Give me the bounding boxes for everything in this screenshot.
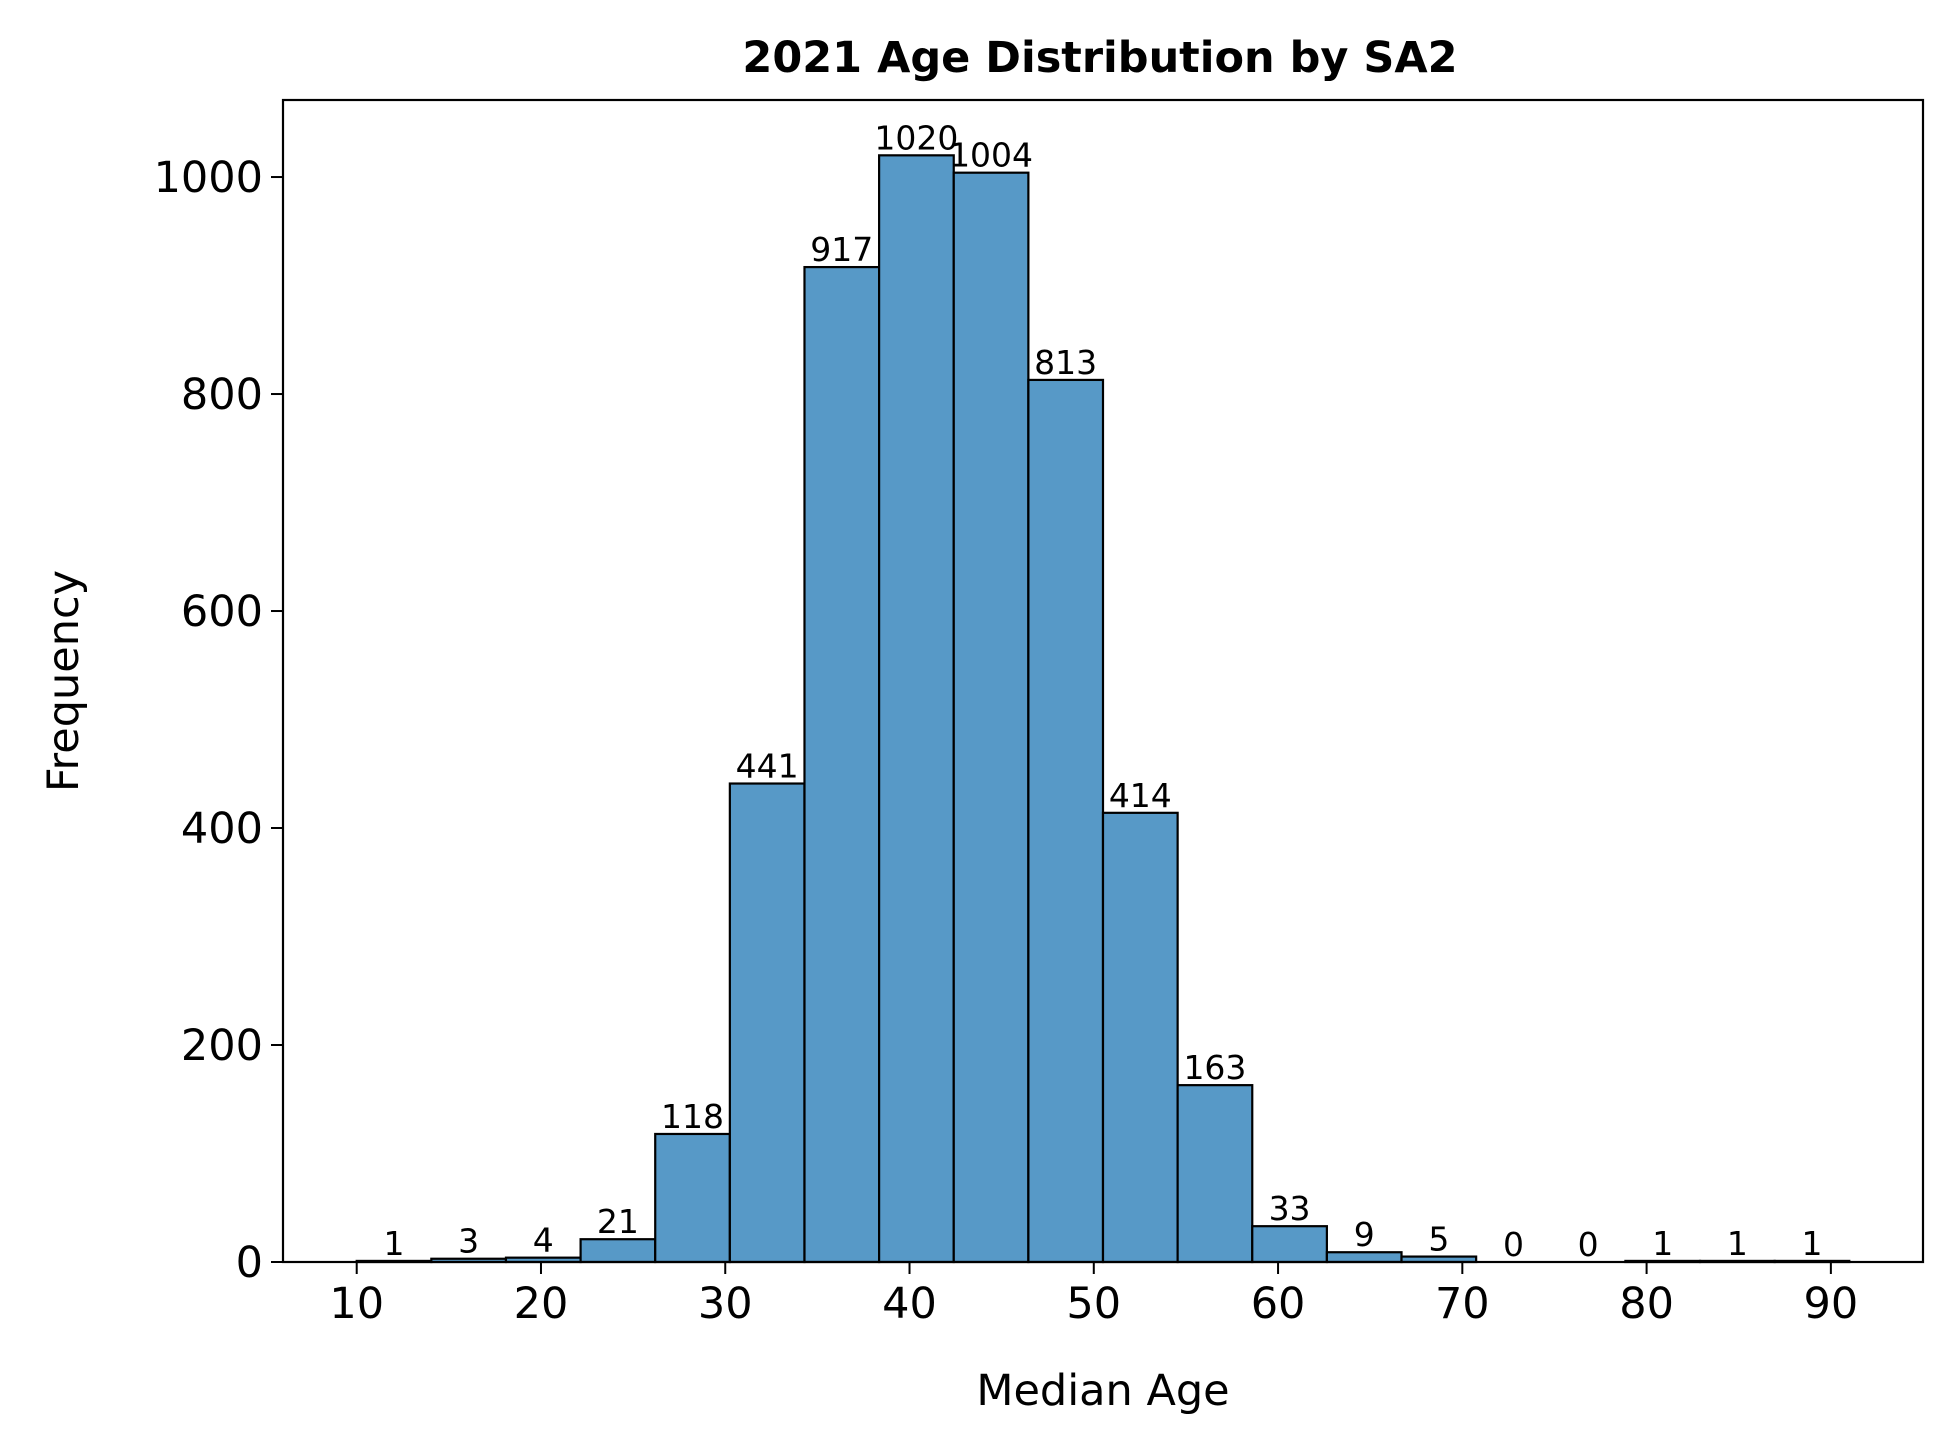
y-tick-label: 0 — [236, 1238, 263, 1288]
bar-value-label: 5 — [1428, 1220, 1449, 1259]
x-tick-label: 90 — [1804, 1279, 1859, 1329]
bar-value-label: 163 — [1183, 1048, 1246, 1087]
y-tick-label: 600 — [181, 587, 263, 637]
bar-value-label: 9 — [1354, 1215, 1375, 1254]
histogram-bar — [579, 1238, 657, 1264]
histogram-bar — [1251, 1225, 1328, 1264]
bar-value-label: 1 — [1801, 1224, 1822, 1263]
x-tick-label: 20 — [514, 1279, 569, 1329]
histogram-bar — [1176, 1084, 1254, 1264]
y-tick-label: 400 — [181, 804, 263, 854]
plot-area-frame — [281, 98, 1925, 1264]
histogram-bar — [1101, 811, 1179, 1264]
bar-value-label: 1 — [384, 1224, 405, 1263]
bar-value-label: 414 — [1109, 776, 1172, 815]
bar-value-label: 0 — [1503, 1225, 1524, 1264]
chart-title: 2021 Age Distribution by SA2 — [742, 33, 1457, 83]
y-tick-label: 1000 — [154, 153, 263, 203]
bar-value-label: 3 — [458, 1222, 479, 1261]
x-tick-label: 30 — [698, 1279, 753, 1329]
bar-value-label: 1 — [1727, 1224, 1748, 1263]
histogram-bar — [1027, 378, 1105, 1264]
x-tick-label: 10 — [329, 1279, 384, 1329]
histogram-bar — [878, 154, 955, 1264]
x-axis-label: Median Age — [976, 1366, 1229, 1416]
bar-value-label: 1 — [1652, 1224, 1673, 1263]
histogram-bar — [728, 782, 806, 1264]
bar-value-label: 441 — [736, 747, 799, 786]
bar-value-label: 33 — [1269, 1189, 1311, 1228]
bar-value-label: 0 — [1578, 1225, 1599, 1264]
bar-value-label: 1004 — [949, 136, 1033, 175]
histogram-bar — [803, 265, 881, 1264]
x-tick-label: 60 — [1251, 1279, 1306, 1329]
y-axis-label: Frequency — [39, 570, 89, 792]
x-tick-label: 80 — [1619, 1279, 1674, 1329]
x-tick-label: 40 — [882, 1279, 937, 1329]
bar-value-label: 21 — [597, 1202, 639, 1241]
bar-value-label: 1020 — [874, 118, 958, 157]
bar-value-label: 813 — [1034, 343, 1097, 382]
x-tick-label: 70 — [1435, 1279, 1490, 1329]
y-axis-ticks: 0 200 400 600 800 1000 — [154, 153, 283, 1288]
y-tick-label: 800 — [181, 370, 263, 420]
bar-value-label: 118 — [661, 1097, 724, 1136]
y-tick-label: 200 — [181, 1021, 263, 1071]
x-tick-label: 50 — [1066, 1279, 1121, 1329]
x-axis-ticks: 10 20 30 40 50 60 70 80 90 — [329, 1262, 1858, 1329]
histogram-bar — [654, 1132, 731, 1264]
bars-group — [355, 154, 1851, 1264]
histogram-bar — [952, 171, 1030, 1264]
bar-value-label: 917 — [810, 230, 873, 269]
bar-value-label: 4 — [533, 1221, 554, 1260]
